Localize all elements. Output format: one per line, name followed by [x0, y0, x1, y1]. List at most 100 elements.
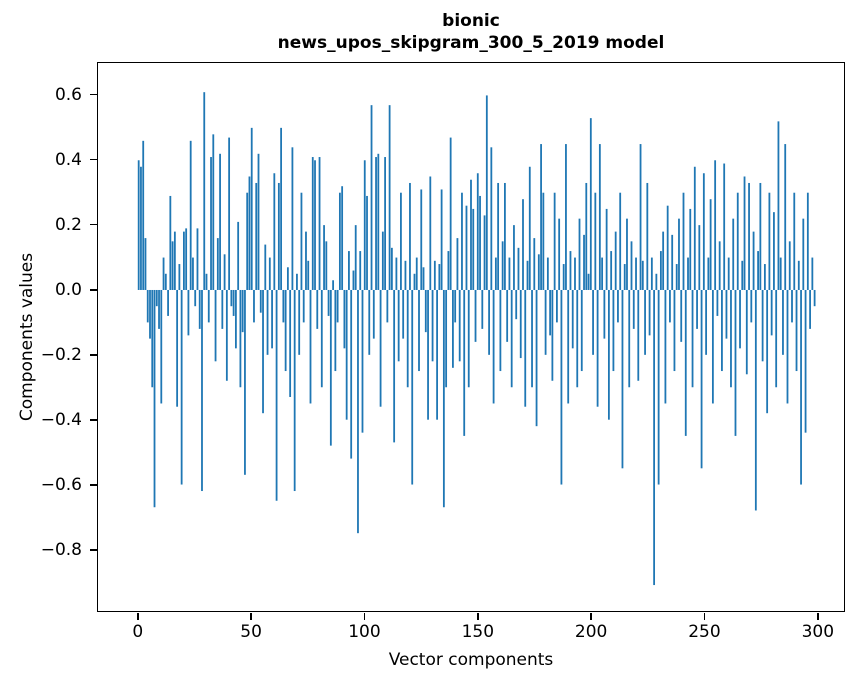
bar [494, 257, 497, 290]
bar [646, 182, 649, 290]
bar [225, 289, 228, 381]
bar [587, 273, 590, 290]
bar [336, 289, 339, 323]
bar [637, 289, 640, 381]
bar [212, 134, 215, 290]
bar [221, 289, 224, 329]
bar [350, 289, 353, 459]
bar [524, 289, 527, 407]
bar [418, 289, 420, 372]
bar [415, 257, 418, 290]
bar [422, 267, 425, 290]
bar [264, 244, 267, 290]
bar [440, 189, 443, 290]
x-tick-label: 200 [574, 622, 608, 642]
bar [424, 289, 427, 333]
bar [390, 247, 393, 290]
bar [546, 257, 549, 290]
bar [657, 289, 660, 485]
bar [628, 289, 631, 388]
bar [483, 215, 486, 290]
bar [255, 182, 258, 290]
bar [687, 257, 689, 290]
bar [470, 179, 472, 290]
bar [490, 147, 493, 290]
bar [580, 289, 583, 372]
x-axis-label: Vector components [388, 650, 554, 670]
bar [368, 289, 371, 355]
bar [189, 140, 192, 290]
bar [162, 257, 165, 290]
bar [666, 205, 669, 290]
bar [280, 127, 283, 290]
bar [433, 260, 436, 290]
bar [244, 289, 246, 475]
x-tick-label: 0 [132, 622, 144, 642]
bar [635, 257, 637, 290]
x-tick-mark [137, 613, 139, 620]
bar [809, 289, 811, 329]
bar [420, 189, 423, 290]
bar [655, 273, 658, 290]
bar [305, 231, 307, 290]
bar [291, 147, 294, 290]
bar [180, 289, 183, 485]
bar [709, 199, 712, 290]
plot-area [97, 62, 845, 612]
bar [813, 289, 816, 307]
y-tick-mark [90, 419, 97, 421]
bar [702, 173, 705, 290]
bar [797, 260, 800, 290]
bar [476, 173, 479, 290]
bar [605, 208, 608, 290]
bar [689, 208, 692, 290]
bar [501, 241, 504, 290]
bar [648, 289, 651, 336]
y-tick-mark [90, 223, 97, 226]
bar [436, 289, 438, 420]
bar [619, 192, 622, 290]
bar [442, 289, 445, 508]
bar [549, 289, 552, 336]
bar [158, 289, 160, 329]
bar [705, 289, 708, 355]
bar [205, 273, 208, 290]
x-tick-mark [703, 613, 706, 620]
bar [402, 289, 405, 339]
bar [320, 289, 323, 388]
bar [515, 289, 518, 320]
bar [585, 182, 588, 290]
bar [171, 241, 174, 290]
bar [553, 192, 556, 290]
bar [678, 218, 680, 290]
bar [641, 260, 644, 290]
bar [806, 192, 809, 290]
bar [560, 289, 563, 485]
bar [273, 173, 276, 290]
bar [583, 234, 585, 290]
bar [228, 137, 231, 290]
bar [230, 289, 233, 307]
bar [463, 289, 466, 436]
bar [748, 182, 750, 290]
bar [452, 289, 454, 368]
bar [556, 289, 558, 323]
bar [296, 273, 298, 290]
bar [461, 192, 463, 290]
bar [431, 289, 434, 362]
bar [388, 105, 391, 290]
bar [485, 95, 488, 290]
bar [293, 289, 296, 492]
bar [284, 289, 287, 372]
bar [777, 121, 780, 290]
bar [155, 289, 158, 307]
bar [151, 289, 154, 388]
bar [519, 289, 522, 359]
x-tick-label: 150 [461, 622, 495, 642]
bar [248, 176, 251, 290]
y-tick-mark [90, 549, 97, 551]
bar [140, 166, 142, 290]
bar [277, 182, 280, 290]
bar [811, 257, 814, 290]
bar [271, 289, 273, 349]
